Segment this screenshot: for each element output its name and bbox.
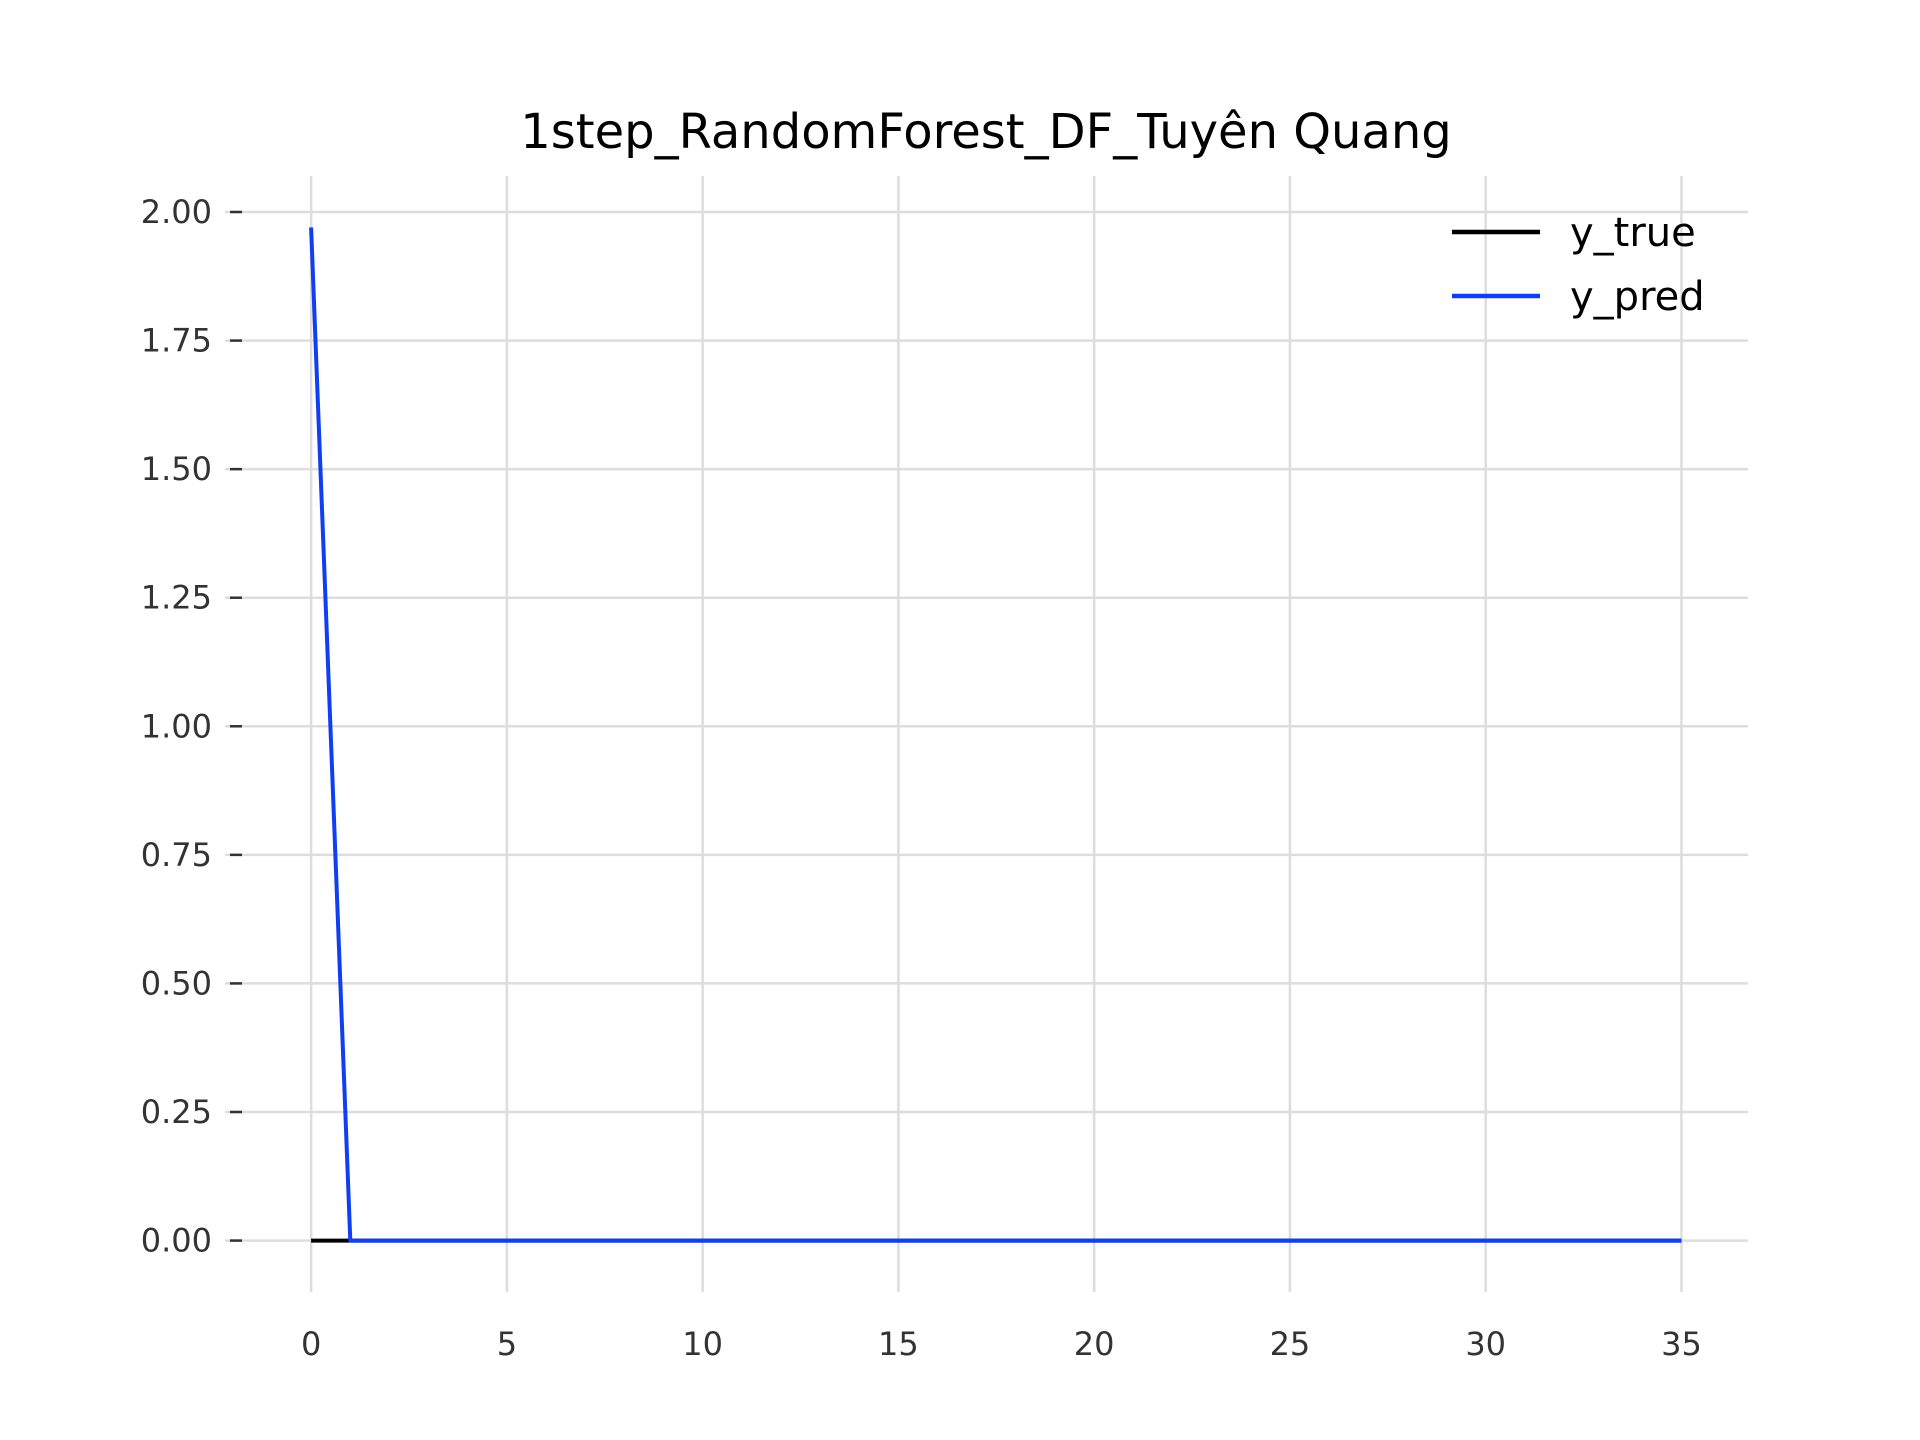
x-tick-label: 35	[1661, 1325, 1702, 1363]
series	[309, 227, 1682, 1243]
x-tick-label: 25	[1270, 1325, 1311, 1363]
series-line-y-pred	[309, 227, 1682, 1243]
y-tick-label: 0.25	[141, 1093, 212, 1131]
x-tick-label: 5	[497, 1325, 517, 1363]
legend: y_true y_pred	[1452, 210, 1705, 320]
y-tick-label: 0.50	[141, 964, 212, 1002]
legend-label: y_pred	[1570, 274, 1705, 320]
grid	[225, 176, 1748, 1292]
y-tick-label: 2.00	[141, 193, 212, 231]
x-tick-label: 30	[1465, 1325, 1506, 1363]
y-tick-label: 1.50	[141, 450, 212, 488]
y-tick-label: 1.00	[141, 707, 212, 745]
x-tick-label: 15	[878, 1325, 919, 1363]
axes: 0 5 10 15 20 25 30 35 0.00 0.25 0.50 0.75 1.00 1.25 1.…	[141, 193, 1702, 1363]
x-tick-label: 20	[1074, 1325, 1115, 1363]
x-tick-label: 0	[301, 1325, 321, 1363]
legend-label: y_true	[1570, 210, 1696, 256]
y-tick-label: 0.00	[141, 1222, 212, 1260]
chart-title: 1step_RandomForest_DF_Tuyên Quang	[520, 104, 1452, 160]
x-tick-label: 10	[682, 1325, 723, 1363]
y-tick-label: 1.75	[141, 322, 212, 360]
y-tick-label: 1.25	[141, 579, 212, 617]
y-tick-label: 0.75	[141, 836, 212, 874]
